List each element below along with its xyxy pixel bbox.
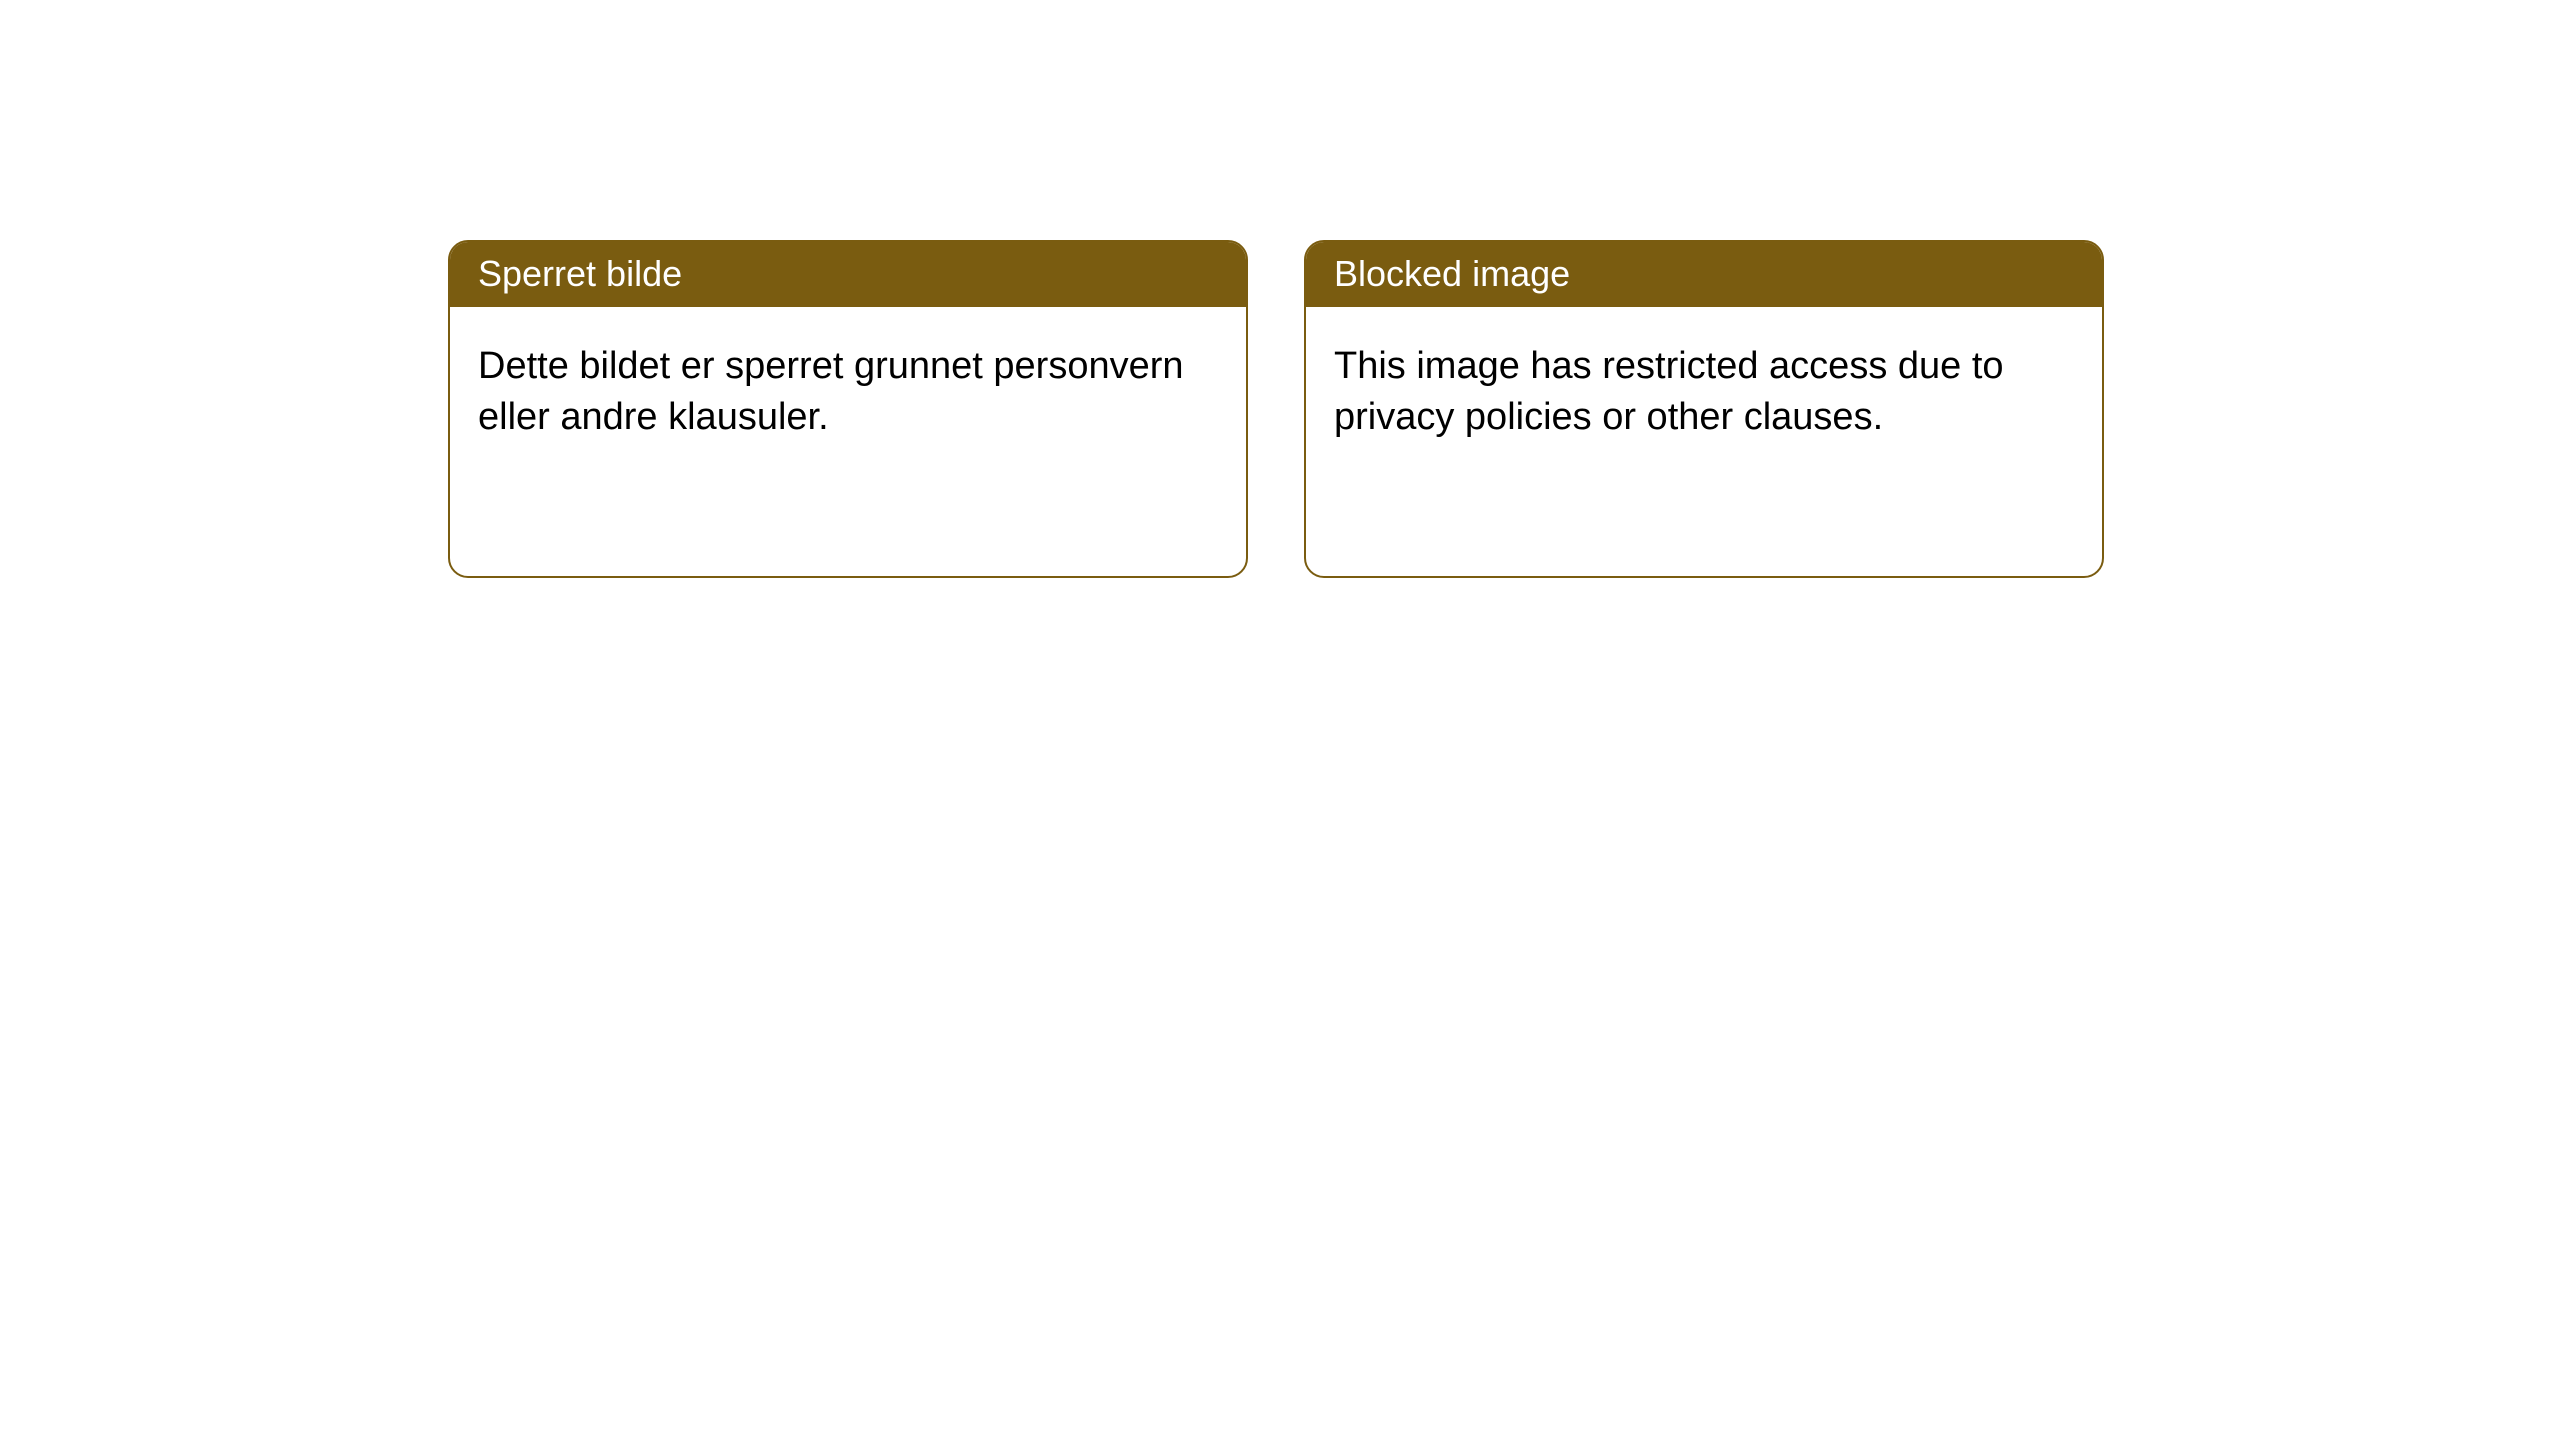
card-body-text-en: This image has restricted access due to … <box>1334 345 2004 438</box>
card-header-en: Blocked image <box>1306 242 2102 307</box>
card-header-no: Sperret bilde <box>450 242 1246 307</box>
card-title-en: Blocked image <box>1334 253 1570 294</box>
card-title-no: Sperret bilde <box>478 253 682 294</box>
card-body-no: Dette bildet er sperret grunnet personve… <box>450 307 1246 478</box>
blocked-image-container: Sperret bilde Dette bildet er sperret gr… <box>0 0 2560 578</box>
card-body-en: This image has restricted access due to … <box>1306 307 2102 478</box>
blocked-image-card-no: Sperret bilde Dette bildet er sperret gr… <box>448 240 1248 578</box>
card-body-text-no: Dette bildet er sperret grunnet personve… <box>478 345 1184 438</box>
blocked-image-card-en: Blocked image This image has restricted … <box>1304 240 2104 578</box>
